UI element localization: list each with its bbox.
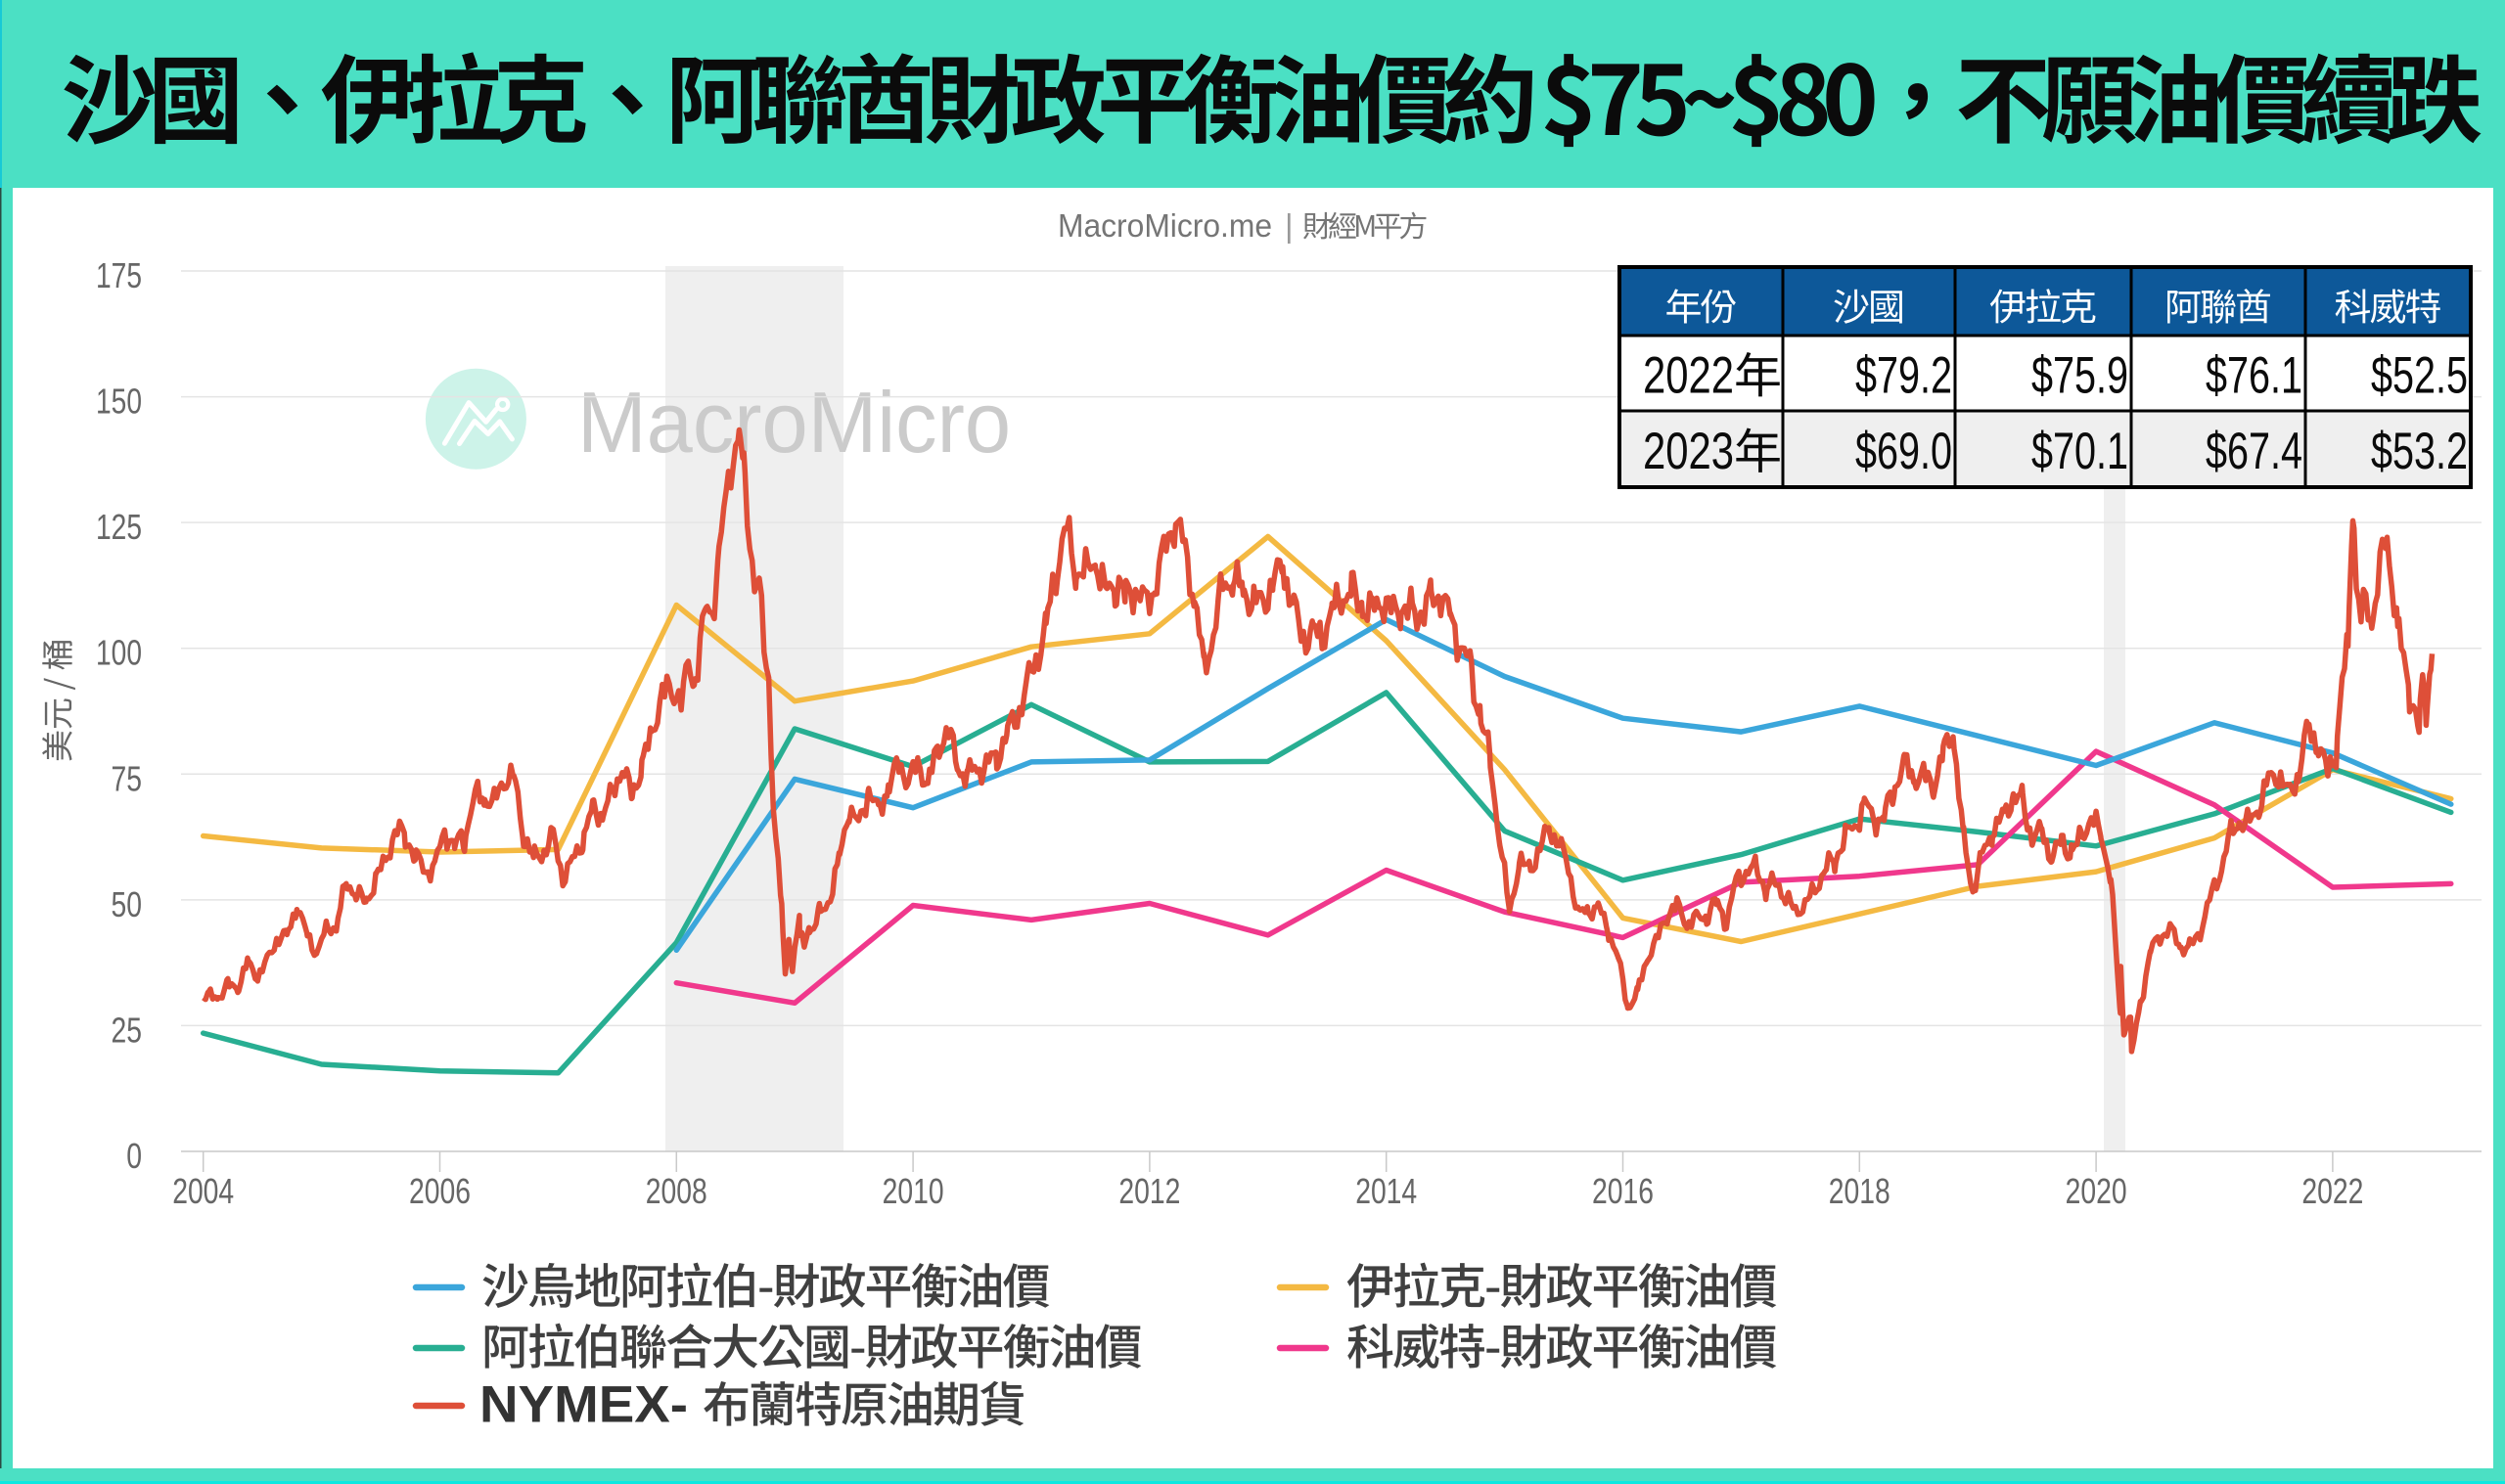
svg-text:2022: 2022 [2301, 1171, 2363, 1211]
svg-text:2008: 2008 [646, 1171, 707, 1211]
svg-text:75: 75 [112, 758, 143, 798]
svg-text:2020: 2020 [2066, 1171, 2127, 1211]
svg-text:$79.2: $79.2 [1855, 346, 1952, 404]
svg-text:2016: 2016 [1592, 1171, 1654, 1211]
svg-text:NYMEX-: NYMEX- [479, 1376, 688, 1434]
svg-text:2022: 2022 [1643, 346, 1734, 404]
svg-text:2012: 2012 [1118, 1171, 1180, 1211]
svg-text:$76.1: $76.1 [2206, 346, 2302, 404]
svg-text:$67.4: $67.4 [2206, 423, 2302, 480]
svg-text:125: 125 [96, 507, 142, 547]
svg-text:2006: 2006 [409, 1171, 471, 1211]
svg-text:50: 50 [112, 884, 143, 924]
svg-text:$52.5: $52.5 [2371, 346, 2468, 404]
svg-text:25: 25 [112, 1010, 143, 1050]
svg-text:100: 100 [96, 633, 142, 673]
svg-text:2010: 2010 [883, 1171, 944, 1211]
svg-text:MacroMicro: MacroMicro [577, 374, 1011, 471]
svg-text:$75.9: $75.9 [2031, 346, 2128, 404]
svg-text:$70.1: $70.1 [2031, 423, 2128, 480]
svg-text:2023: 2023 [1643, 423, 1734, 480]
svg-text:175: 175 [96, 255, 142, 295]
svg-text:$69.0: $69.0 [1855, 423, 1952, 480]
svg-text:MacroMicro.me: MacroMicro.me [1058, 207, 1272, 244]
svg-text:2014: 2014 [1355, 1171, 1417, 1211]
svg-text:2018: 2018 [1829, 1171, 1890, 1211]
svg-text:150: 150 [96, 382, 142, 422]
svg-text:|: | [1285, 207, 1294, 244]
svg-text:$53.2: $53.2 [2371, 423, 2468, 480]
svg-text:2004: 2004 [172, 1171, 234, 1211]
svg-text:0: 0 [126, 1136, 142, 1176]
